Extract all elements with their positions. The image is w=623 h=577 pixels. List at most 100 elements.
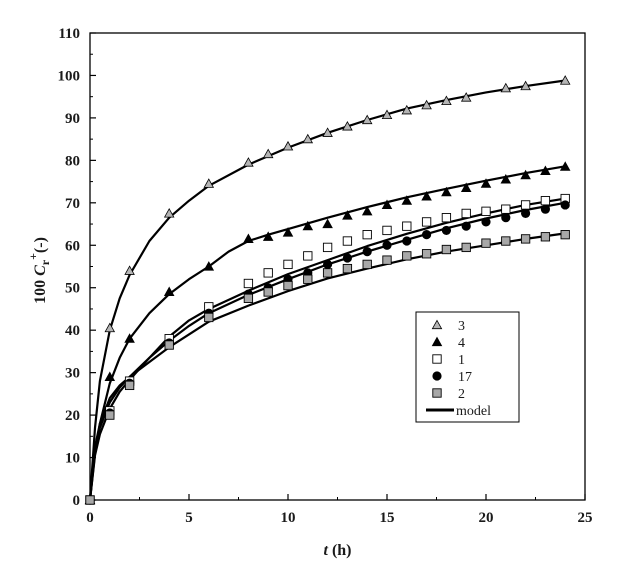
plot-frame (89, 32, 586, 501)
data-point-4 (460, 182, 472, 193)
data-point-2 (124, 380, 135, 391)
data-point-2 (322, 268, 333, 278)
data-point-2 (501, 236, 511, 246)
data-point-4 (381, 199, 393, 210)
data-point-3 (163, 208, 175, 218)
data-point-1 (342, 236, 353, 246)
model-line-4 (88, 165, 566, 501)
data-point-4 (500, 174, 512, 184)
data-point-17 (501, 213, 511, 223)
data-point-1 (322, 242, 333, 253)
y-tick-label: 20 (65, 408, 80, 424)
data-point-4 (480, 178, 492, 188)
model-curves (88, 79, 566, 501)
data-point-2 (204, 312, 214, 323)
y-axis-label-var: C (32, 265, 49, 276)
data-point-1 (441, 213, 452, 223)
x-tick-label: 0 (86, 510, 94, 526)
data-point-1 (382, 225, 392, 236)
model-line-3 (88, 79, 566, 501)
data-point-1 (283, 259, 293, 270)
data-point-3 (381, 109, 393, 120)
legend-swatch-4 (431, 336, 443, 347)
data-point-4 (441, 186, 452, 197)
data-point-17 (461, 221, 471, 231)
data-point-3 (282, 140, 294, 151)
legend-label-4: 4 (458, 336, 465, 351)
x-axis: 0 5 10 15 20 25 (86, 494, 593, 526)
data-point-17 (540, 204, 551, 214)
data-point-17 (362, 247, 372, 257)
plot-area: 0 5 10 15 20 25 0 10 20 30 40 50 60 70 80 90 100 110 (58, 26, 593, 526)
data-point-4 (520, 169, 531, 180)
data-point-3 (361, 114, 373, 125)
data-point-4 (559, 161, 571, 171)
legend-label-2: 2 (458, 387, 465, 402)
legend-box (415, 311, 520, 423)
data-point-3 (342, 120, 353, 131)
data-point-2 (421, 249, 432, 259)
data-point-1 (362, 230, 372, 240)
data-point-2 (243, 293, 254, 303)
x-axis-label: t (h) (323, 542, 351, 559)
data-point-2 (85, 495, 95, 505)
data-point-1 (303, 251, 313, 261)
data-point-4 (421, 191, 432, 201)
data-point-1 (481, 206, 491, 216)
data-point-1 (421, 217, 432, 227)
legend-label-1: 1 (458, 353, 465, 368)
x-tick-label: 5 (185, 510, 193, 526)
data-point-1 (520, 200, 531, 210)
data-point-17 (520, 208, 531, 219)
data-point-4 (163, 286, 175, 297)
x-tick-label: 15 (380, 510, 395, 526)
data-point-4 (203, 261, 215, 271)
x-axis-label-unit: (h) (328, 542, 352, 559)
data-point-2 (520, 234, 531, 244)
data-point-2 (303, 274, 313, 284)
data-point-2 (382, 255, 392, 265)
data-point-4 (302, 220, 314, 231)
x-tick-label: 10 (281, 510, 296, 526)
x-axis-label-var: t (323, 542, 328, 559)
data-point-17 (560, 200, 570, 210)
data-point-2 (540, 232, 551, 242)
data-point-2 (481, 238, 491, 248)
y-tick-label: 100 (58, 68, 81, 84)
data-point-4 (361, 205, 373, 216)
x-tick-label: 25 (578, 510, 593, 526)
data-point-1 (461, 208, 471, 219)
data-point-3 (421, 99, 432, 110)
y-tick-label: 0 (73, 493, 81, 509)
data-point-4 (282, 227, 294, 237)
legend-label-3: 3 (458, 319, 465, 334)
data-point-17 (441, 225, 451, 236)
y-tick-label: 10 (65, 451, 80, 467)
data-point-4 (243, 233, 254, 243)
data-point-3 (401, 104, 413, 115)
data-point-17 (342, 253, 352, 263)
data-point-17 (322, 259, 333, 269)
data-markers (84, 75, 571, 505)
data-point-2 (164, 340, 174, 350)
data-point-2 (560, 230, 570, 240)
y-axis-label-sup: + (26, 253, 40, 260)
data-point-4 (124, 333, 135, 343)
data-point-3 (322, 127, 333, 137)
y-axis-label: 100 Cr+(-) (26, 237, 52, 304)
y-tick-label: 90 (65, 111, 80, 127)
data-point-17 (382, 240, 392, 250)
data-point-4 (262, 231, 274, 241)
data-point-2 (283, 280, 293, 291)
y-axis-label-sub: r (38, 259, 52, 265)
y-tick-label: 40 (65, 323, 80, 339)
data-point-2 (402, 251, 412, 261)
legend-swatch-1 (432, 354, 442, 364)
y-axis: 0 10 20 30 40 50 60 70 80 90 100 110 (58, 26, 96, 509)
y-tick-label: 70 (65, 196, 80, 212)
data-point-17 (402, 236, 412, 246)
data-point-4 (104, 371, 116, 381)
data-point-3 (441, 95, 452, 106)
data-point-3 (104, 322, 116, 333)
data-point-1 (540, 196, 551, 206)
